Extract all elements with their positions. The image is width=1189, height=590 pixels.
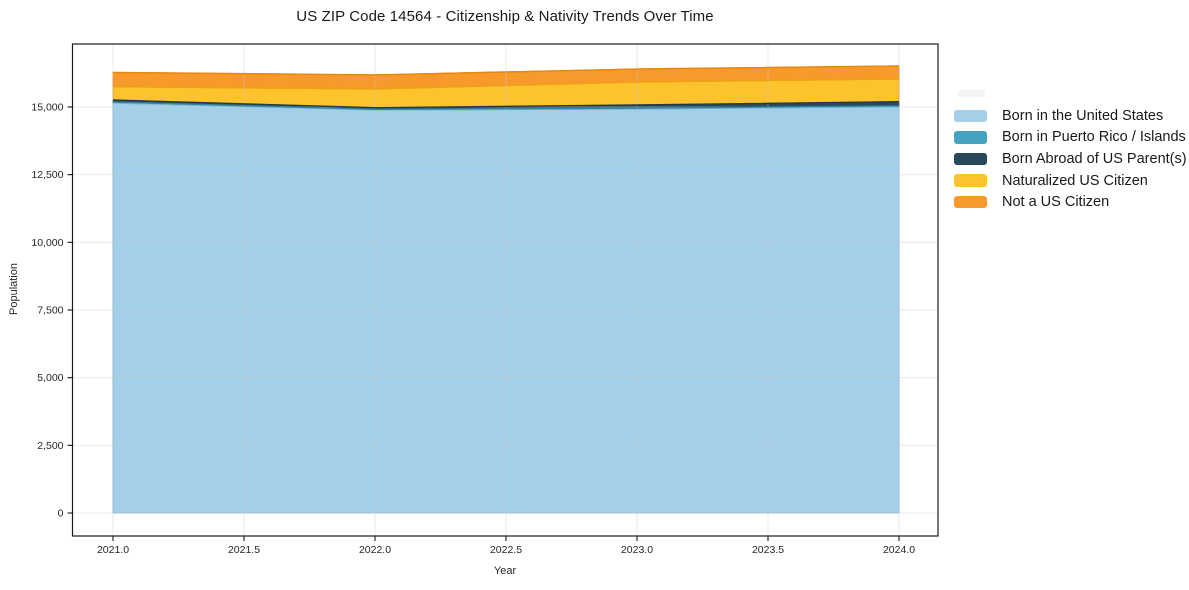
chart-title: US ZIP Code 14564 - Citizenship & Nativi… [296, 8, 714, 25]
y-tick-label: 12,500 [31, 169, 63, 181]
area-edge-born-abroad-of-us-parent-s- [112, 99, 900, 109]
axis-tick-labels: 2021.0 2021.5 2022.0 2022.5 2023.0 2023.5 2024… [31, 102, 915, 557]
y-tick-label: 15,000 [31, 102, 63, 114]
legend-label: Born Abroad of US Parent(s) [1002, 150, 1187, 167]
legend-item: Born in Puerto Rico / Islands [954, 127, 1187, 149]
legend-swatch [954, 152, 987, 166]
legend-item: Born in the United States [954, 105, 1187, 127]
y-tick-label: 0 [58, 508, 64, 520]
x-tick-label: 2023.5 [752, 544, 784, 556]
legend-swatch [954, 195, 987, 209]
area-edge-not-a-us-citizen [112, 65, 900, 76]
gridlines [72, 44, 938, 536]
x-tick-label: 2022.0 [359, 544, 391, 556]
y-tick-label: 2,500 [37, 440, 63, 452]
y-axis-title: Population [8, 263, 20, 315]
y-tick-label: 5,000 [37, 372, 63, 384]
legend-ghost-swatch [958, 90, 985, 97]
axis-ticks [67, 106, 900, 541]
x-tick-label: 2021.5 [228, 544, 260, 556]
legend-item: Born Abroad of US Parent(s) [954, 148, 1187, 170]
x-tick-label: 2022.5 [490, 544, 522, 556]
legend-item: Naturalized US Citizen [954, 170, 1187, 192]
x-tick-label: 2023.0 [621, 544, 653, 556]
legend-label: Naturalized US Citizen [1002, 172, 1148, 189]
area-edge-born-in-puerto-rico-islands [112, 101, 900, 111]
legend-swatch [954, 109, 987, 123]
legend-label: Born in Puerto Rico / Islands [1002, 129, 1186, 146]
legend-swatch [954, 131, 987, 144]
x-tick-label: 2021.0 [97, 544, 129, 556]
legend-item: Not a US Citizen [954, 191, 1187, 213]
plot-border [71, 43, 939, 537]
legend-swatch [954, 174, 987, 187]
x-axis-title: Year [493, 565, 517, 577]
area-edge-lines [112, 65, 900, 111]
legend-label: Not a US Citizen [1002, 194, 1110, 211]
legend-label: Born in the United States [1002, 107, 1164, 124]
legend: Born in the United States Born in Puerto … [954, 90, 1187, 213]
y-tick-label: 10,000 [31, 237, 63, 249]
x-tick-label: 2024.0 [883, 544, 915, 556]
area-edge-naturalized-us-citizen [112, 78, 900, 90]
y-tick-label: 7,500 [37, 305, 63, 317]
